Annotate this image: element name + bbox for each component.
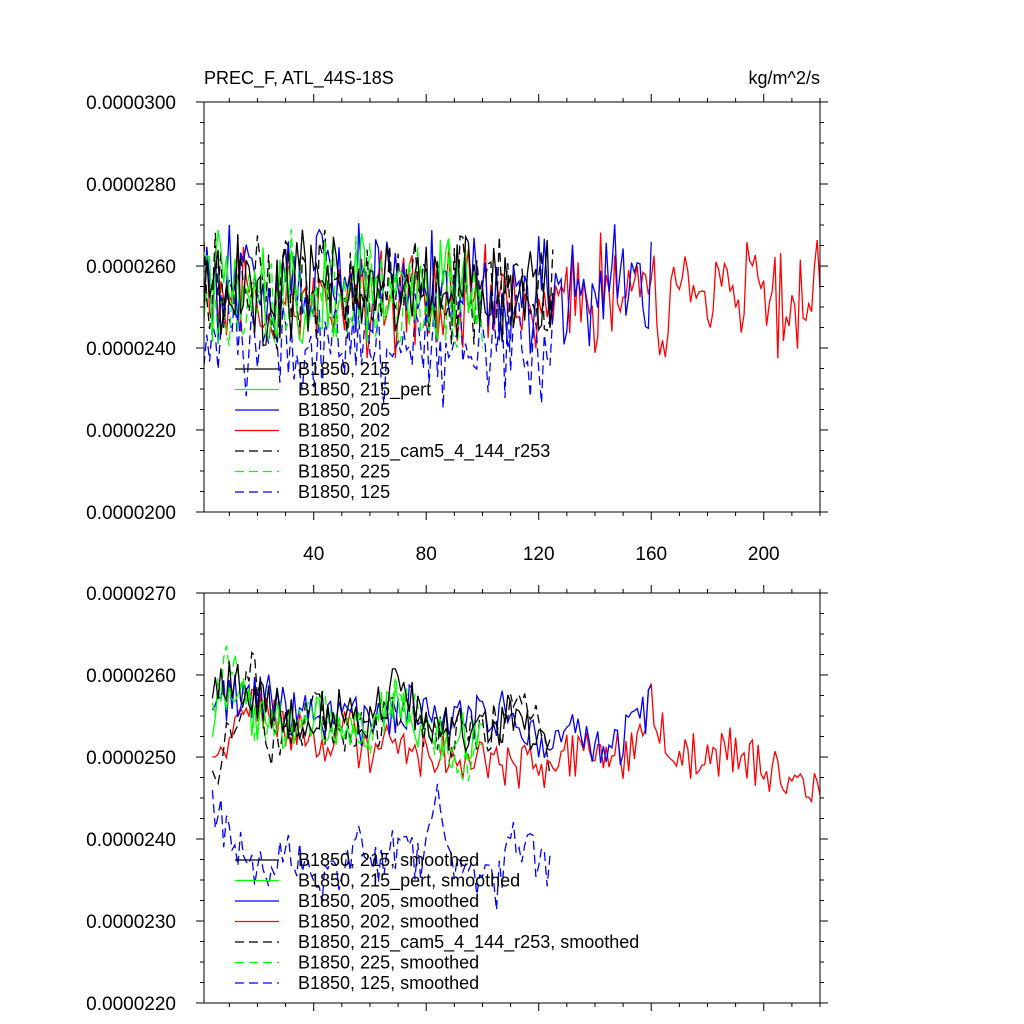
series-line [211, 783, 551, 911]
series-line [204, 230, 484, 345]
series-line [211, 645, 483, 782]
legend-label: B1850, 215_pert, smoothed [298, 871, 520, 892]
legend-label: B1850, 215 [298, 359, 390, 379]
series-line [204, 280, 554, 409]
bottom-series-group [211, 645, 820, 911]
legend-label: B1850, 225, smoothed [298, 953, 479, 973]
top-ticks [196, 94, 828, 520]
series-line [211, 681, 483, 762]
y-tick-label: 0.0000240 [86, 339, 176, 360]
series-line [204, 229, 554, 347]
top-x-tick-labels: 40 80 120 160 200 [303, 544, 779, 565]
legend-label: B1850, 125, smoothed [298, 973, 479, 993]
x-tick-label: 120 [523, 544, 555, 565]
y-tick-label: 0.0000280 [86, 175, 176, 196]
x-tick-label: 160 [635, 544, 667, 565]
legend-label: B1850, 125 [298, 482, 390, 502]
series-line [212, 683, 820, 804]
top-units: kg/m^2/s [749, 68, 820, 88]
series-line [211, 674, 652, 765]
bottom-y-tick-labels: 0.0000270 0.0000260 0.0000250 0.0000240 0.00… [86, 584, 176, 1015]
legend-label: B1850, 205 [298, 400, 390, 420]
x-tick-label: 40 [303, 544, 324, 565]
bottom-ticks [196, 585, 828, 1011]
series-line [211, 650, 551, 786]
y-tick-label: 0.0000260 [86, 257, 176, 278]
top-title: PREC_F, ATL_44S-18S [204, 68, 394, 89]
legend-label: B1850, 215_cam5_4_144_r253 [298, 441, 550, 462]
bottom-panel: 0.0000270 0.0000260 0.0000250 0.0000240 0.00… [86, 584, 828, 1015]
legend-label: B1850, 202 [298, 421, 390, 441]
x-tick-label: 200 [748, 544, 780, 565]
y-tick-label: 0.0000300 [86, 93, 176, 114]
legend-label: B1850, 205, smoothed [298, 891, 479, 911]
legend-label: B1850, 225 [298, 462, 390, 482]
top-y-tick-labels: 0.0000300 0.0000280 0.0000260 0.0000240 0.00… [86, 93, 176, 524]
y-tick-label: 0.0000230 [86, 912, 176, 933]
x-tick-label: 80 [416, 544, 437, 565]
y-tick-label: 0.0000250 [86, 748, 176, 769]
top-series-group [204, 223, 820, 409]
y-tick-label: 0.0000240 [86, 830, 176, 851]
legend-label: B1850, 202, smoothed [298, 912, 479, 932]
top-panel: PREC_F, ATL_44S-18S kg/m^2/s 0.00003000.… [86, 68, 828, 565]
y-tick-label: 0.0000220 [86, 421, 176, 442]
series-line [204, 229, 554, 350]
y-tick-label: 0.0000260 [86, 666, 176, 687]
legend-label: B1850, 215, smoothed [298, 850, 479, 870]
y-tick-label: 0.0000200 [86, 503, 176, 524]
legend-label: B1850, 215_pert [298, 380, 431, 401]
y-tick-label: 0.0000220 [86, 994, 176, 1015]
legend-label: B1850, 215_cam5_4_144_r253, smoothed [298, 932, 639, 953]
series-line [211, 661, 551, 754]
y-tick-label: 0.0000270 [86, 584, 176, 605]
